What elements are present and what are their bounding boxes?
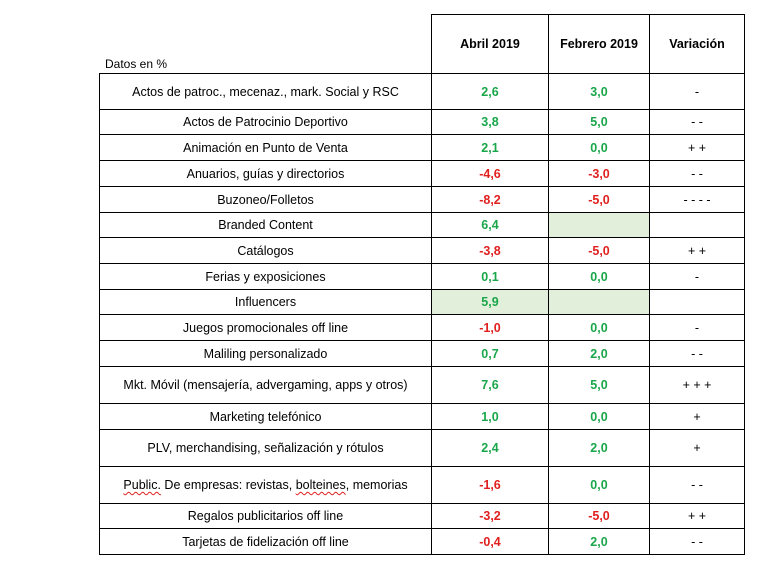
febrero-value: -5,0 bbox=[548, 503, 650, 529]
variacion-value: + + + bbox=[649, 366, 745, 404]
table-row: Public. De empresas: revistas, bolteines… bbox=[99, 466, 745, 504]
abril-value: -3,8 bbox=[431, 237, 549, 264]
row-label: Influencers bbox=[99, 289, 432, 315]
febrero-value: 5,0 bbox=[548, 366, 650, 404]
febrero-value: 0,0 bbox=[548, 403, 650, 430]
abril-value: 7,6 bbox=[431, 366, 549, 404]
abril-value: -8,2 bbox=[431, 186, 549, 213]
table-row: Ferias y exposiciones 0,1 0,0- bbox=[99, 263, 745, 290]
abril-value: 2,1 bbox=[431, 134, 549, 161]
row-label: Anuarios, guías y directorios bbox=[99, 160, 432, 187]
investment-table: Abril 2019 Febrero 2019 Variación Actos … bbox=[99, 14, 745, 555]
table-row: Mkt. Móvil (mensajería, advergaming, app… bbox=[99, 366, 745, 404]
febrero-value: 2,0 bbox=[548, 528, 650, 555]
abril-value: 0,7 bbox=[431, 340, 549, 367]
abril-value: -1,6 bbox=[431, 466, 549, 504]
variacion-value: + + bbox=[649, 503, 745, 529]
abril-value: 3,8 bbox=[431, 109, 549, 135]
row-label: Buzoneo/Folletos bbox=[99, 186, 432, 213]
table-row: Animación en Punto de Venta 2,1 0,0 + + bbox=[99, 134, 745, 161]
variacion-value bbox=[649, 289, 745, 315]
table-row: Tarjetas de fidelización off line -0,4 2,0… bbox=[99, 528, 745, 555]
table-row: PLV, merchandising, señalización y rótul… bbox=[99, 429, 745, 467]
table-row: Marketing telefónico 1,0 0,0 + bbox=[99, 403, 745, 430]
febrero-value bbox=[548, 289, 650, 315]
row-label: Ferias y exposiciones bbox=[99, 263, 432, 290]
label-text: , memorias bbox=[345, 478, 408, 492]
row-label: Public. De empresas: revistas, bolteines… bbox=[99, 466, 432, 504]
table-row: Actos de patroc., mecenaz., mark. Social… bbox=[99, 73, 745, 110]
abril-value: 6,4 bbox=[431, 212, 549, 238]
febrero-value: 5,0 bbox=[548, 109, 650, 135]
header-variacion: Variación bbox=[649, 14, 745, 74]
febrero-value: 3,0 bbox=[548, 73, 650, 110]
variacion-value: - - - - bbox=[649, 186, 745, 213]
header-abril: Abril 2019 bbox=[431, 14, 549, 74]
abril-value: 1,0 bbox=[431, 403, 549, 430]
row-label: Branded Content bbox=[99, 212, 432, 238]
abril-value: -3,2 bbox=[431, 503, 549, 529]
abril-value: 2,4 bbox=[431, 429, 549, 467]
febrero-value: 0,0 bbox=[548, 134, 650, 161]
abril-value: -4,6 bbox=[431, 160, 549, 187]
febrero-value: 0,0 bbox=[548, 314, 650, 341]
febrero-value: -5,0 bbox=[548, 186, 650, 213]
variacion-value bbox=[649, 212, 745, 238]
abril-value: 0,1 bbox=[431, 263, 549, 290]
row-label: Actos de Patrocinio Deportivo bbox=[99, 109, 432, 135]
variacion-value: - - bbox=[649, 160, 745, 187]
table-row: Anuarios, guías y directorios -4,6 -3,0- - bbox=[99, 160, 745, 187]
febrero-value: -3,0 bbox=[548, 160, 650, 187]
variacion-value: - - bbox=[649, 466, 745, 504]
header-febrero: Febrero 2019 bbox=[548, 14, 650, 74]
row-label: PLV, merchandising, señalización y rótul… bbox=[99, 429, 432, 467]
misspelled-word: bolteines bbox=[295, 478, 346, 492]
header-row: Abril 2019 Febrero 2019 Variación bbox=[100, 14, 745, 74]
variacion-value: + + bbox=[649, 237, 745, 264]
variacion-value: - bbox=[649, 73, 745, 110]
misspelled-word: Public. bbox=[123, 478, 161, 492]
row-label: Juegos promocionales off line bbox=[99, 314, 432, 341]
febrero-value bbox=[548, 212, 650, 238]
table-body: Actos de patroc., mecenaz., mark. Social… bbox=[99, 73, 745, 555]
row-label: Regalos publicitarios off line bbox=[99, 503, 432, 529]
febrero-value: 2,0 bbox=[548, 340, 650, 367]
febrero-value: 2,0 bbox=[548, 429, 650, 467]
febrero-value: -5,0 bbox=[548, 237, 650, 264]
row-label: Tarjetas de fidelización off line bbox=[99, 528, 432, 555]
row-label: Catálogos bbox=[99, 237, 432, 264]
abril-value: 5,9 bbox=[431, 289, 549, 315]
variacion-value: - - bbox=[649, 109, 745, 135]
variacion-value: + + bbox=[649, 134, 745, 161]
variacion-value: - - bbox=[649, 528, 745, 555]
row-label: Maliling personalizado bbox=[99, 340, 432, 367]
table-row: Regalos publicitarios off line -3,2 -5,0 + … bbox=[99, 503, 745, 529]
table-row: Catálogos -3,8 -5,0 + + bbox=[99, 237, 745, 264]
table-row: Actos de Patrocinio Deportivo 3,8 5,0- - bbox=[99, 109, 745, 135]
variacion-value: + bbox=[649, 429, 745, 467]
variacion-value: - - bbox=[649, 340, 745, 367]
table-row: Influencers 5,9 bbox=[99, 289, 745, 315]
label-text: De empresas: revistas, bbox=[160, 478, 296, 492]
row-label: Animación en Punto de Venta bbox=[99, 134, 432, 161]
row-label: Marketing telefónico bbox=[99, 403, 432, 430]
table-row: Maliling personalizado 0,7 2,0- - bbox=[99, 340, 745, 367]
row-label: Actos de patroc., mecenaz., mark. Social… bbox=[99, 73, 432, 110]
row-label: Mkt. Móvil (mensajería, advergaming, app… bbox=[99, 366, 432, 404]
febrero-value: 0,0 bbox=[548, 466, 650, 504]
abril-value: 2,6 bbox=[431, 73, 549, 110]
variacion-value: - bbox=[649, 263, 745, 290]
febrero-value: 0,0 bbox=[548, 263, 650, 290]
table-row: Branded Content 6,4 bbox=[99, 212, 745, 238]
data-unit-label: Datos en % bbox=[105, 57, 168, 71]
header-blank-cell bbox=[100, 15, 432, 74]
abril-value: -1,0 bbox=[431, 314, 549, 341]
table-row: Juegos promocionales off line -1,0 0,0- bbox=[99, 314, 745, 341]
variacion-value: - bbox=[649, 314, 745, 341]
table-row: Buzoneo/Folletos -8,2 -5,0- - - - bbox=[99, 186, 745, 213]
abril-value: -0,4 bbox=[431, 528, 549, 555]
variacion-value: + bbox=[649, 403, 745, 430]
